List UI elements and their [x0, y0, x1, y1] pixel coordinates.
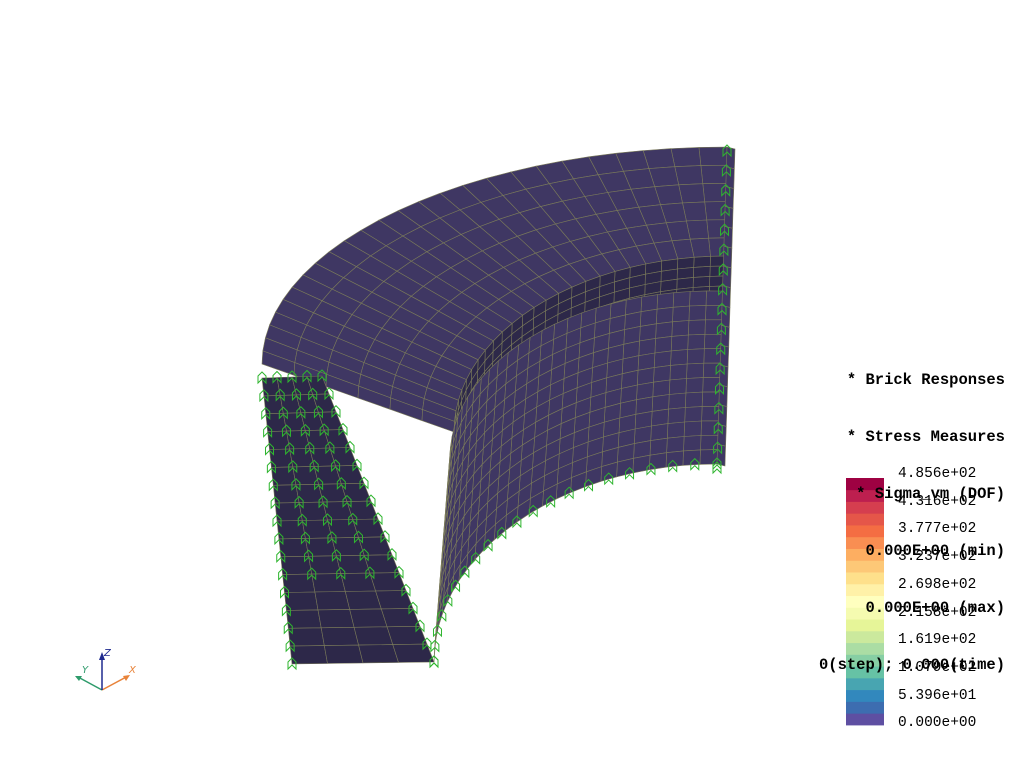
scalar-bar-label: 3.777e+02	[898, 521, 976, 537]
scalar-bar-swatch	[846, 701, 884, 713]
axis-y-line	[78, 677, 102, 690]
axis-x-label: X	[128, 665, 137, 676]
scalar-bar-label: 5.396e+01	[898, 688, 976, 704]
scalar-bar-label: 0.000e+00	[898, 715, 976, 731]
axis-y-label: Y	[82, 665, 89, 676]
scalar-bar-swatch	[846, 713, 884, 725]
info-line-stress-measures: * Stress Measures	[819, 428, 1005, 447]
axis-x-line	[102, 676, 128, 690]
scalar-bar-label: 1.619e+02	[898, 632, 976, 648]
scalar-bar-label: 2.698e+02	[898, 577, 976, 593]
scalar-bar-label: 4.316e+02	[898, 494, 976, 510]
axes-triad: X Y Z	[75, 648, 137, 690]
scalar-bar-label: 2.158e+02	[898, 605, 976, 621]
scalar-bar-label: 1.079e+02	[898, 660, 976, 676]
scalar-bar-label: 3.237e+02	[898, 549, 976, 565]
axis-z-label: Z	[103, 648, 112, 659]
info-line-brick-responses: * Brick Responses	[819, 371, 1005, 390]
scalar-bar-label: 4.856e+02	[898, 466, 976, 482]
support-marker	[258, 372, 266, 383]
brick-mesh-model	[262, 147, 735, 664]
